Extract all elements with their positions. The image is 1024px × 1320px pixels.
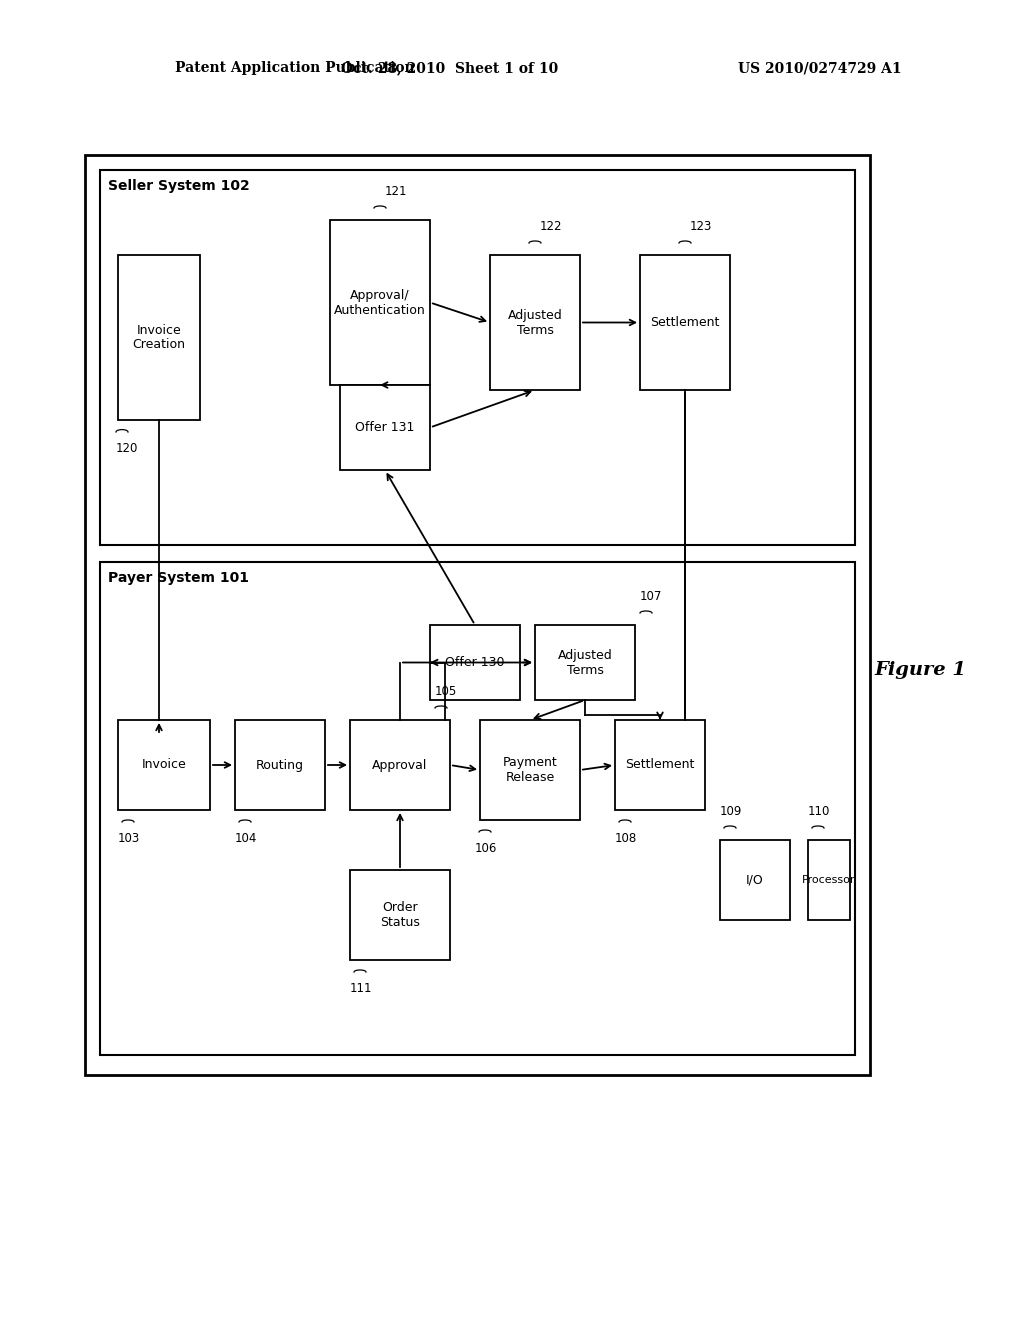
Text: Approval: Approval [373,759,428,771]
Text: 107: 107 [640,590,663,603]
Text: 110: 110 [808,805,830,818]
Text: Oct. 28, 2010  Sheet 1 of 10: Oct. 28, 2010 Sheet 1 of 10 [341,61,559,75]
Text: 123: 123 [690,220,713,234]
Text: Order
Status: Order Status [380,902,420,929]
Bar [350,870,450,960]
Text: 103: 103 [118,832,140,845]
Text: Offer 130: Offer 130 [445,656,505,669]
Bar [615,719,705,810]
Bar [430,624,520,700]
Bar [100,170,855,545]
Text: Offer 131: Offer 131 [355,421,415,434]
Text: 122: 122 [540,220,562,234]
Text: Settlement: Settlement [650,315,720,329]
Text: I/O: I/O [746,874,764,887]
Text: Invoice
Creation: Invoice Creation [132,323,185,351]
Text: 105: 105 [435,685,458,698]
Bar [490,255,580,389]
Bar [808,840,850,920]
Text: Patent Application Publication: Patent Application Publication [175,61,415,75]
Bar [640,255,730,389]
Bar [480,719,580,820]
Text: 109: 109 [720,805,742,818]
Text: Payment
Release: Payment Release [503,756,557,784]
Bar [535,624,635,700]
Text: 120: 120 [116,442,138,455]
Text: 104: 104 [234,832,257,845]
Text: 111: 111 [350,982,373,995]
Bar [100,562,855,1055]
Bar [340,385,430,470]
Text: Payer System 101: Payer System 101 [108,572,249,585]
Text: 108: 108 [615,832,637,845]
Text: Processor: Processor [802,875,856,884]
Text: Invoice: Invoice [141,759,186,771]
Text: US 2010/0274729 A1: US 2010/0274729 A1 [738,61,902,75]
Text: Settlement: Settlement [626,759,694,771]
Text: 106: 106 [475,842,498,855]
Text: 121: 121 [385,185,408,198]
Bar [234,719,325,810]
Text: Seller System 102: Seller System 102 [108,180,250,193]
Bar [720,840,790,920]
Bar [85,154,870,1074]
Text: Routing: Routing [256,759,304,771]
Bar [118,719,210,810]
Bar [330,220,430,385]
Text: Adjusted
Terms: Adjusted Terms [558,648,612,676]
Bar [118,255,200,420]
Text: Adjusted
Terms: Adjusted Terms [508,309,562,337]
Bar [350,719,450,810]
Text: Figure 1: Figure 1 [874,661,966,678]
Text: Approval/
Authentication: Approval/ Authentication [334,289,426,317]
